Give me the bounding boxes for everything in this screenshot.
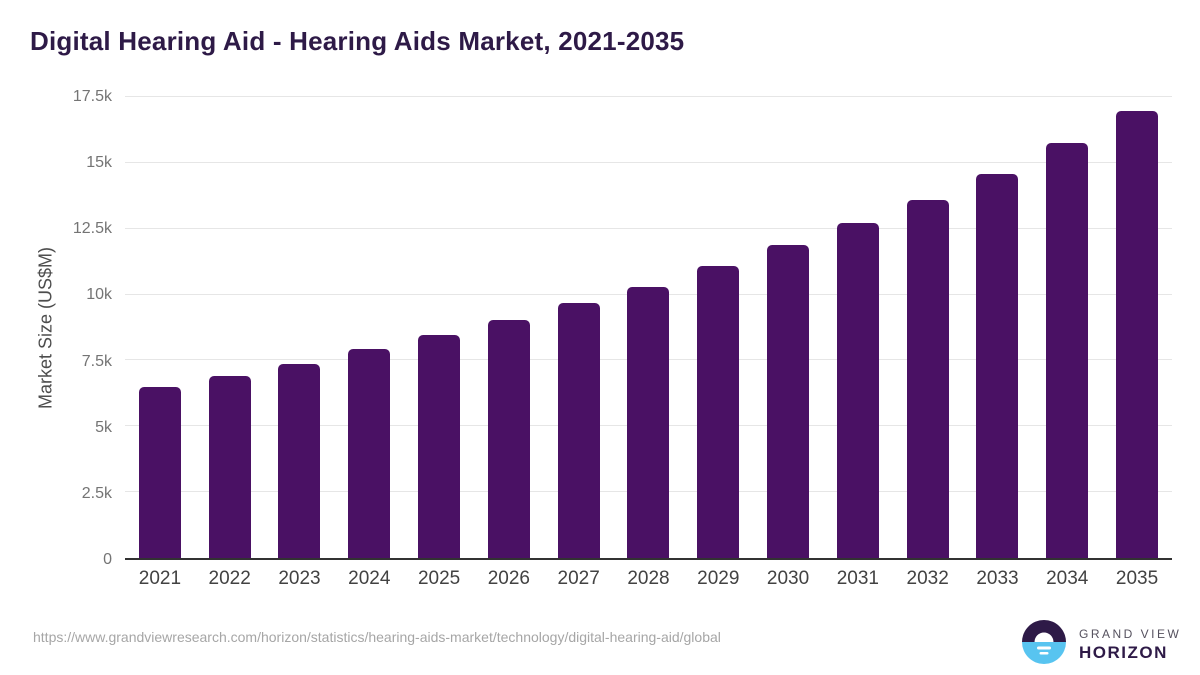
bar-slot-2029 bbox=[683, 97, 753, 558]
chart-title: Digital Hearing Aid - Hearing Aids Marke… bbox=[30, 26, 685, 56]
bar-series bbox=[125, 97, 1172, 558]
y-axis-tick-label-5k: 5k bbox=[95, 418, 112, 436]
bar-2033[interactable] bbox=[976, 173, 1019, 558]
bar-2023[interactable] bbox=[278, 363, 321, 558]
y-axis-tick-labels: 0 2.5k 5k 7.5k 10k 12.5k 15k 17.5k bbox=[0, 89, 112, 568]
y-axis-tick-label-12.5k: 12.5k bbox=[72, 220, 112, 238]
bar-2032[interactable] bbox=[906, 199, 949, 558]
x-axis-label-2021: 2021 bbox=[138, 568, 182, 589]
bar-slot-2034 bbox=[1032, 97, 1102, 558]
bar-slot-2032 bbox=[893, 97, 963, 558]
x-axis-label-2032: 2032 bbox=[906, 568, 949, 589]
y-axis-tick-label-17.5k: 17.5k bbox=[72, 88, 112, 105]
x-axis-label-2028: 2028 bbox=[627, 568, 670, 589]
gridline-15k bbox=[125, 161, 1172, 163]
bar-slot-2028 bbox=[614, 97, 684, 558]
bar-slot-2033 bbox=[963, 97, 1033, 558]
bar-2026[interactable] bbox=[487, 320, 530, 558]
logo-brand-name: GRAND VIEW bbox=[1079, 626, 1182, 641]
bar-2024[interactable] bbox=[348, 348, 391, 558]
y-axis-tick-label-10k: 10k bbox=[86, 286, 112, 304]
bar-2028[interactable] bbox=[627, 287, 670, 558]
horizon-logo-icon bbox=[1022, 620, 1066, 669]
x-axis-labels: 2021 2022 2023 2024 2025 2026 2027 2028 2029 2030… bbox=[125, 568, 1172, 590]
y-axis-tick-label-15k: 15k bbox=[86, 154, 112, 172]
plot-area bbox=[125, 96, 1172, 560]
y-axis-tick-label-2.5k: 2.5k bbox=[81, 484, 112, 502]
bar-slot-2022 bbox=[195, 97, 265, 558]
x-axis-label-2031: 2031 bbox=[836, 568, 879, 589]
x-axis-label-2023: 2023 bbox=[278, 568, 321, 589]
bar-slot-2021 bbox=[125, 97, 195, 558]
bar-slot-2025 bbox=[404, 97, 474, 558]
gridline-17.5k bbox=[125, 96, 1172, 97]
bar-2029[interactable] bbox=[697, 266, 740, 558]
source-url: https://www.grandviewresearch.com/horizo… bbox=[33, 629, 721, 645]
x-axis-label-2027: 2027 bbox=[557, 568, 600, 589]
y-axis-tick-label-0: 0 bbox=[103, 551, 112, 568]
x-axis-label-2024: 2024 bbox=[348, 568, 391, 589]
bar-2034[interactable] bbox=[1046, 143, 1089, 558]
bar-slot-2026 bbox=[474, 97, 544, 558]
bar-2030[interactable] bbox=[767, 245, 810, 558]
x-axis-label-2022: 2022 bbox=[208, 568, 251, 589]
x-axis-label-2030: 2030 bbox=[766, 568, 810, 589]
bar-slot-2035 bbox=[1102, 97, 1172, 558]
bar-2031[interactable] bbox=[836, 223, 879, 558]
x-axis-label-2034: 2034 bbox=[1046, 568, 1089, 589]
x-axis-label-2026: 2026 bbox=[487, 568, 531, 589]
x-axis-label-2029: 2029 bbox=[697, 568, 740, 589]
x-axis-label-2035: 2035 bbox=[1115, 568, 1159, 589]
bar-slot-2031 bbox=[823, 97, 893, 558]
bar-2021[interactable] bbox=[138, 386, 181, 558]
bar-2025[interactable] bbox=[418, 334, 461, 558]
grandview-horizon-logo: GRAND VIEW HORIZON bbox=[1022, 620, 1181, 669]
x-axis-label-2025: 2025 bbox=[417, 568, 461, 589]
logo-product-name: HORIZON bbox=[1079, 642, 1168, 662]
bar-2035[interactable] bbox=[1116, 111, 1159, 558]
gridline-12.5k bbox=[125, 227, 1172, 229]
x-axis-label-2033: 2033 bbox=[976, 568, 1019, 589]
bar-2027[interactable] bbox=[557, 303, 600, 558]
bar-slot-2027 bbox=[544, 97, 614, 558]
bar-slot-2023 bbox=[265, 97, 335, 558]
bar-2022[interactable] bbox=[208, 375, 251, 558]
bar-slot-2024 bbox=[334, 97, 404, 558]
y-axis-tick-label-7.5k: 7.5k bbox=[81, 352, 112, 370]
bar-slot-2030 bbox=[753, 97, 823, 558]
